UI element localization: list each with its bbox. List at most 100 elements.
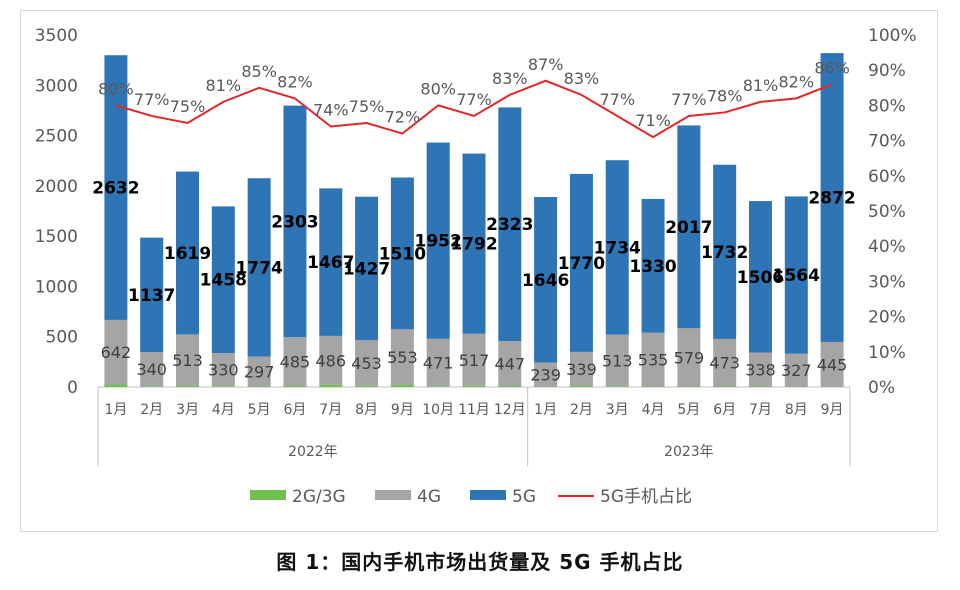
x-tick-label: 1月 [104, 402, 127, 418]
bar-4g [569, 351, 593, 386]
bar-5g [176, 171, 200, 335]
bar-2g3g [104, 384, 128, 387]
share-data-label: 80% [98, 79, 134, 98]
share-data-label: 74% [313, 101, 349, 120]
y-left-tick-label: 2500 [35, 127, 78, 147]
bar-2g3g [355, 385, 379, 387]
x-tick-label: 4月 [642, 402, 665, 418]
bar-5g-data-label: 1646 [522, 271, 569, 291]
bar-5g [247, 178, 271, 357]
x-tick-label: 7月 [749, 402, 772, 418]
bar-5g [319, 188, 343, 336]
bar-5g [641, 198, 665, 333]
legend-swatch [250, 490, 286, 500]
bar-5g-data-label: 2017 [665, 218, 712, 238]
bar-2g3g [283, 385, 307, 387]
y-right-tick-label: 90% [868, 61, 906, 81]
bar-4g [641, 332, 665, 387]
legend-label: 5G [512, 487, 536, 507]
bar-5g [784, 196, 808, 354]
bar-4g-data-label: 513 [172, 351, 203, 370]
y-left-tick-label: 2000 [35, 177, 78, 197]
x-tick-label: 5月 [677, 402, 700, 418]
bar-4g-data-label: 642 [101, 343, 132, 362]
legend-label: 5G手机占比 [600, 487, 692, 507]
x-group-label: 2022年 [288, 444, 338, 460]
bar-5g-data-label: 1732 [701, 243, 748, 263]
y-right-tick-label: 40% [868, 237, 906, 257]
bar-4g [176, 334, 200, 386]
bar-4g-data-label: 447 [495, 355, 526, 374]
share-data-label: 78% [707, 86, 743, 105]
share-data-label: 72% [385, 108, 421, 127]
bar-4g [211, 353, 235, 387]
bar-4g-data-label: 338 [745, 361, 776, 380]
x-tick-label: 8月 [785, 402, 808, 418]
bar-4g [713, 338, 737, 387]
x-tick-label: 4月 [212, 402, 235, 418]
x-tick-label: 10月 [422, 402, 454, 418]
y-right-tick-label: 10% [868, 343, 906, 363]
share-data-label: 86% [814, 58, 850, 77]
bar-4g-data-label: 579 [674, 348, 705, 367]
bar-5g-data-label: 1467 [307, 253, 354, 273]
bar-5g-data-label: 1458 [200, 271, 247, 291]
bar-4g-data-label: 453 [351, 354, 382, 373]
bar-5g [569, 173, 593, 352]
legend-swatch [375, 490, 411, 500]
bar-2g3g [462, 385, 486, 387]
bar-5g [605, 160, 629, 335]
x-tick-label: 3月 [606, 402, 629, 418]
y-left-tick-label: 0 [67, 378, 78, 398]
share-data-label: 75% [170, 97, 206, 116]
x-tick-label: 1月 [534, 402, 557, 418]
bar-4g-data-label: 445 [817, 355, 848, 374]
legend-label: 4G [417, 487, 441, 507]
bar-4g [319, 335, 343, 385]
bar-4g-data-label: 471 [423, 354, 454, 373]
bar-5g [283, 105, 307, 338]
x-tick-label: 6月 [713, 402, 736, 418]
bar-4g-data-label: 513 [602, 351, 633, 370]
bar-2g3g [211, 386, 235, 387]
share-data-label: 83% [492, 69, 528, 88]
bar-5g-data-label: 1564 [773, 266, 820, 286]
y-right-tick-label: 0% [868, 378, 895, 398]
share-data-label: 81% [206, 76, 242, 95]
bar-4g [605, 334, 629, 387]
x-group-label: 2023年 [664, 444, 714, 460]
bar-5g-data-label: 2303 [271, 212, 318, 232]
bar-2g3g [140, 386, 164, 387]
x-tick-label: 12月 [494, 402, 526, 418]
bar-5g [355, 196, 379, 341]
bar-5g [426, 142, 450, 339]
bar-5g [820, 53, 844, 342]
y-right-tick-label: 80% [868, 96, 906, 116]
share-data-label: 83% [564, 69, 600, 88]
y-left-tick-label: 3500 [35, 26, 78, 46]
y-left-tick-label: 1500 [35, 227, 78, 247]
bar-4g-data-label: 327 [781, 361, 812, 380]
bar-5g-data-label: 1137 [128, 286, 175, 306]
bar-2g3g [677, 386, 701, 387]
bar-2g3g [247, 386, 271, 387]
bar-2g3g [569, 385, 593, 387]
bar-5g [390, 177, 414, 330]
share-data-label: 71% [635, 111, 671, 130]
bar-4g [462, 333, 486, 386]
bar-5g-data-label: 1952 [415, 232, 462, 252]
bar-5g [498, 107, 522, 342]
bar-4g-data-label: 297 [244, 363, 275, 382]
bar-5g [713, 164, 737, 339]
share-data-label: 75% [349, 97, 385, 116]
bar-4g-data-label: 473 [709, 354, 740, 373]
bar-5g-data-label: 1792 [450, 235, 497, 255]
bar-4g-data-label: 553 [387, 348, 418, 367]
y-right-tick-label: 30% [868, 272, 906, 292]
bar-4g-data-label: 485 [280, 353, 311, 372]
bar-4g [534, 362, 558, 387]
bar-4g-data-label: 517 [459, 351, 490, 370]
bar-2g3g [319, 384, 343, 387]
x-tick-label: 8月 [355, 402, 378, 418]
bar-4g-data-label: 535 [638, 351, 669, 370]
